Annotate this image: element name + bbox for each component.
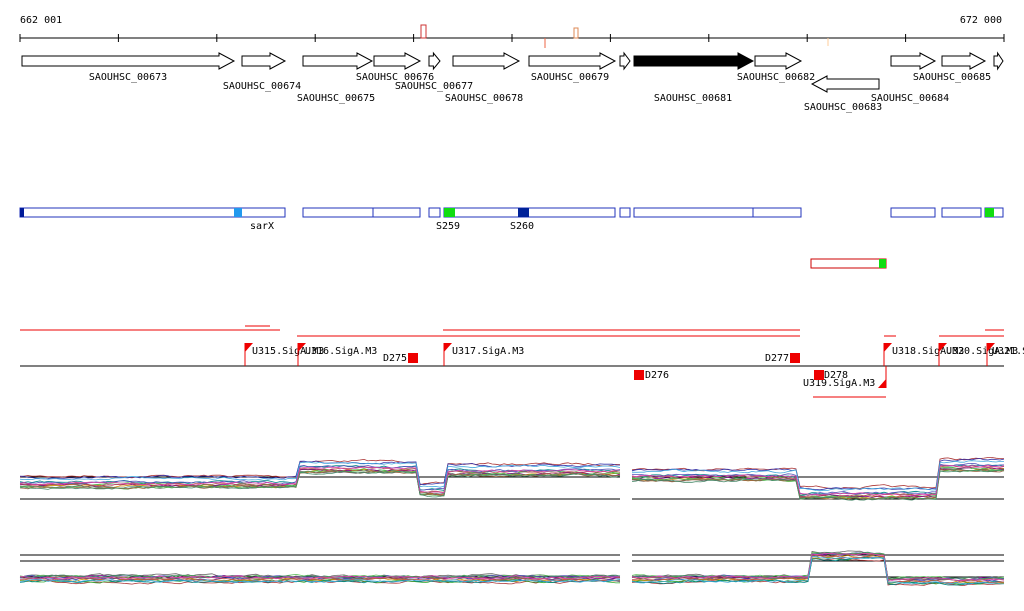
segment-box bbox=[890, 207, 936, 218]
segment-label: sarX bbox=[250, 221, 274, 232]
gene-label: SAOUHSC_00683 bbox=[804, 102, 882, 113]
gene-arrow bbox=[373, 52, 422, 70]
promoter-flag bbox=[878, 379, 886, 388]
expression-profile bbox=[631, 469, 1005, 501]
gene-label: SAOUHSC_00673 bbox=[89, 72, 167, 83]
terminator bbox=[408, 353, 418, 363]
expression-profile bbox=[19, 466, 621, 494]
gene-label: SAOUHSC_00677 bbox=[395, 81, 473, 92]
expression-profile bbox=[631, 555, 1005, 585]
terminator bbox=[814, 370, 824, 380]
gene-arrow bbox=[810, 75, 880, 93]
promoter-flag bbox=[444, 343, 452, 352]
gene-label: SAOUHSC_00675 bbox=[297, 93, 375, 104]
terminator-label: D277 bbox=[765, 353, 789, 364]
gene-label: SAOUHSC_00685 bbox=[913, 72, 991, 83]
promoter-label: U320.SigA.M3 bbox=[946, 346, 1018, 357]
gene-arrow bbox=[241, 52, 287, 70]
segment-block bbox=[20, 208, 24, 217]
promoter-flag bbox=[884, 343, 892, 352]
gene-arrow bbox=[890, 52, 937, 70]
gene-arrow bbox=[941, 52, 987, 70]
promoter-label: U315.SigA.M3 bbox=[252, 346, 324, 357]
expression-profile bbox=[631, 552, 1005, 581]
promoter-flag bbox=[245, 343, 253, 352]
terminator bbox=[634, 370, 644, 380]
promoter-label: U318.SigA.M3 bbox=[892, 346, 964, 357]
promoter-label: U317.SigA.M3 bbox=[452, 346, 524, 357]
terminator-label: D276 bbox=[645, 370, 669, 381]
gene-label: SAOUHSC_00679 bbox=[531, 72, 609, 83]
expression-profile bbox=[19, 461, 621, 488]
promoter-flag bbox=[939, 343, 947, 352]
gene-label: SAOUHSC_00674 bbox=[223, 81, 301, 92]
expression-profile bbox=[19, 470, 621, 498]
segment-box bbox=[941, 207, 982, 218]
gene-arrow bbox=[619, 51, 631, 71]
gene-arrow bbox=[993, 51, 1004, 71]
gene-arrow bbox=[428, 51, 441, 71]
gene-label: SAOUHSC_00682 bbox=[737, 72, 815, 83]
expression-profile bbox=[631, 553, 1005, 581]
terminator-label: D278 bbox=[824, 370, 848, 381]
gene-label: SAOUHSC_00684 bbox=[871, 93, 949, 104]
axis-start-label: 662 001 bbox=[20, 15, 62, 26]
segment-block bbox=[234, 208, 242, 217]
expression-profile bbox=[631, 462, 1004, 495]
gene-label: SAOUHSC_00676 bbox=[356, 72, 434, 83]
axis-ticks bbox=[19, 34, 1005, 42]
expression-profile bbox=[631, 457, 1005, 490]
axis-end-label: 672 000 bbox=[960, 15, 1002, 26]
region-block bbox=[879, 259, 886, 268]
expression-profile bbox=[19, 578, 621, 584]
segment-box bbox=[619, 207, 631, 218]
expression-profile bbox=[631, 458, 1005, 491]
feature-mark bbox=[573, 27, 579, 39]
expression-tracks bbox=[19, 457, 1005, 586]
segment-block bbox=[444, 208, 455, 217]
segment-box bbox=[428, 207, 441, 218]
feature-mark bbox=[420, 24, 427, 39]
promoter-label: U319.SigA.M3 bbox=[803, 378, 875, 389]
segment-block bbox=[985, 208, 994, 217]
promoter-label: U321.SigA.M3 bbox=[992, 346, 1024, 357]
expression-profile bbox=[631, 464, 1005, 497]
gene-arrow bbox=[21, 52, 236, 70]
expression-profile bbox=[19, 466, 621, 494]
segment-block bbox=[518, 208, 529, 217]
promoter-flag bbox=[987, 343, 995, 352]
segment-track: sarX S259 S260 bbox=[19, 207, 1004, 232]
gene-arrow bbox=[754, 52, 803, 70]
expression-profile bbox=[631, 557, 1005, 586]
gene-arrow bbox=[528, 52, 617, 70]
promoter-flag bbox=[298, 343, 306, 352]
segment-label: S259 bbox=[436, 221, 460, 232]
expression-profile bbox=[19, 576, 620, 582]
segment-box bbox=[302, 207, 421, 218]
terminator-label: D275 bbox=[383, 353, 407, 364]
gene-label: SAOUHSC_00681 bbox=[654, 93, 732, 104]
segment-box bbox=[633, 207, 802, 218]
terminator bbox=[790, 353, 800, 363]
gene-arrow bbox=[302, 52, 374, 70]
gene-arrow bbox=[633, 52, 755, 70]
expression-profile bbox=[19, 575, 621, 580]
promoter-label: U316.SigA.M3 bbox=[305, 346, 377, 357]
segment-label: S260 bbox=[510, 221, 534, 232]
expression-profile bbox=[631, 465, 1005, 498]
gene-label: SAOUHSC_00678 bbox=[445, 93, 523, 104]
gene-arrow bbox=[452, 52, 521, 70]
expression-profile bbox=[631, 460, 1004, 492]
